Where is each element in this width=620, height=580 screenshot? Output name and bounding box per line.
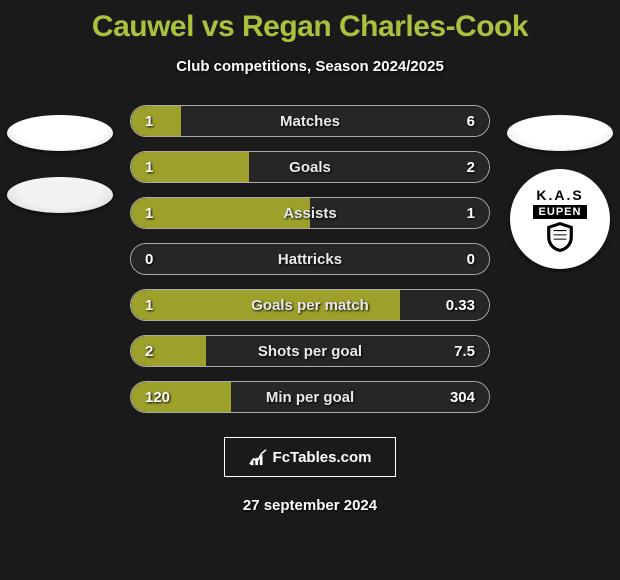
stat-row: 1Goals2 [130,151,490,183]
logo-text-top: K.A.S [536,187,583,203]
stat-right-value: 304 [433,389,489,406]
stat-left-value: 1 [131,159,187,176]
comparison-bars: 1Matches61Goals21Assists10Hattricks01Goa… [130,105,490,413]
right-player-avatars: K.A.S EUPEN [505,115,615,269]
stat-label: Shots per goal [187,343,433,360]
stat-row: 120Min per goal304 [130,381,490,413]
stat-right-value: 0 [433,251,489,268]
shield-icon [547,222,573,252]
page-title: Cauwel vs Regan Charles-Cook [92,10,528,44]
left-player-avatars [5,115,115,213]
fctables-label: FcTables.com [273,449,372,466]
chart-icon [249,448,267,466]
stat-label: Goals [187,159,433,176]
stat-left-value: 2 [131,343,187,360]
stat-left-value: 1 [131,297,187,314]
stat-right-value: 7.5 [433,343,489,360]
stat-row: 1Assists1 [130,197,490,229]
stat-row: 0Hattricks0 [130,243,490,275]
stat-right-value: 6 [433,113,489,130]
stat-left-value: 120 [131,389,187,406]
date-label: 27 september 2024 [243,497,377,514]
stat-label: Goals per match [187,297,433,314]
stat-left-value: 1 [131,205,187,222]
stat-row: 2Shots per goal7.5 [130,335,490,367]
stat-label: Min per goal [187,389,433,406]
placeholder-oval [507,115,613,151]
stat-label: Matches [187,113,433,130]
stat-row: 1Goals per match0.33 [130,289,490,321]
stat-row: 1Matches6 [130,105,490,137]
placeholder-oval [7,177,113,213]
fctables-badge: FcTables.com [224,437,397,477]
stat-left-value: 0 [131,251,187,268]
placeholder-oval [7,115,113,151]
club-logo: K.A.S EUPEN [510,169,610,269]
subtitle: Club competitions, Season 2024/2025 [176,58,444,75]
stat-right-value: 2 [433,159,489,176]
stat-right-value: 0.33 [433,297,489,314]
stat-label: Hattricks [187,251,433,268]
stat-left-value: 1 [131,113,187,130]
stat-label: Assists [187,205,433,222]
stat-right-value: 1 [433,205,489,222]
logo-text-bottom: EUPEN [533,205,588,219]
